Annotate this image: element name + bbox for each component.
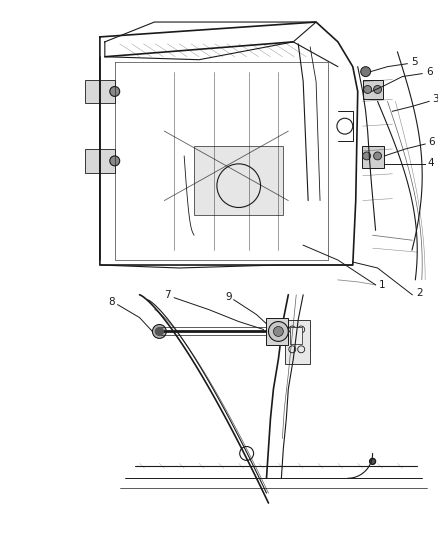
Text: 3: 3 [432, 94, 438, 104]
Text: 2: 2 [416, 288, 423, 298]
Bar [194, 146, 283, 215]
Bar [266, 318, 288, 345]
Circle shape [361, 67, 371, 77]
Circle shape [110, 156, 120, 166]
Text: 6: 6 [428, 137, 434, 147]
Text: 1: 1 [379, 280, 386, 290]
Circle shape [364, 85, 371, 93]
Circle shape [268, 321, 288, 341]
Bar [363, 79, 382, 99]
Text: 6: 6 [426, 67, 432, 77]
Circle shape [363, 152, 371, 160]
Circle shape [370, 458, 375, 464]
Text: 8: 8 [109, 297, 115, 306]
Bar [85, 79, 115, 103]
Text: 5: 5 [411, 56, 417, 67]
Circle shape [152, 325, 166, 338]
Circle shape [110, 86, 120, 96]
Text: 9: 9 [226, 292, 232, 302]
Circle shape [374, 85, 381, 93]
Circle shape [273, 327, 283, 336]
Bar [285, 320, 310, 364]
Circle shape [374, 152, 381, 160]
Bar [290, 327, 302, 344]
Circle shape [155, 327, 163, 335]
Text: 4: 4 [428, 158, 434, 168]
Text: 7: 7 [164, 290, 171, 300]
Bar [85, 149, 115, 173]
Bar [362, 146, 384, 168]
